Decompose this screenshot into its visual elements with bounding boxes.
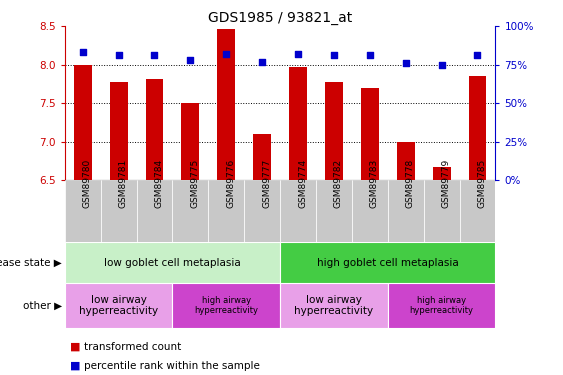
Point xyxy=(150,53,159,58)
Text: GSM89780: GSM89780 xyxy=(83,159,92,208)
Point xyxy=(78,50,87,55)
Point xyxy=(114,53,123,58)
Text: GSM89781: GSM89781 xyxy=(119,159,128,208)
Bar xyxy=(289,67,307,180)
Bar xyxy=(253,134,271,180)
Bar xyxy=(361,88,379,180)
Bar xyxy=(280,242,495,283)
Text: GSM89784: GSM89784 xyxy=(154,159,163,208)
Bar xyxy=(424,180,459,242)
Point xyxy=(258,58,267,64)
Text: ■: ■ xyxy=(70,361,81,370)
Point xyxy=(329,53,338,58)
Text: high airway
hyperreactivity: high airway hyperreactivity xyxy=(410,296,473,315)
Text: GSM89777: GSM89777 xyxy=(262,159,271,208)
Bar xyxy=(65,283,172,328)
Bar xyxy=(352,180,388,242)
Bar xyxy=(244,180,280,242)
Bar xyxy=(388,283,495,328)
Bar xyxy=(145,78,163,180)
Text: transformed count: transformed count xyxy=(84,342,182,352)
Bar xyxy=(74,64,92,180)
Text: GSM89779: GSM89779 xyxy=(441,159,450,208)
Bar xyxy=(172,180,208,242)
Text: low goblet cell metaplasia: low goblet cell metaplasia xyxy=(104,258,241,267)
Bar xyxy=(468,76,486,180)
Text: other ▶: other ▶ xyxy=(23,301,62,310)
Point xyxy=(186,57,195,63)
Bar xyxy=(316,180,352,242)
Bar xyxy=(137,180,172,242)
Text: percentile rank within the sample: percentile rank within the sample xyxy=(84,361,260,370)
Bar xyxy=(280,283,388,328)
Text: GSM89776: GSM89776 xyxy=(226,159,235,208)
Bar xyxy=(388,180,424,242)
Text: disease state ▶: disease state ▶ xyxy=(0,258,62,267)
Bar xyxy=(459,180,495,242)
Bar xyxy=(217,28,235,180)
Point xyxy=(222,51,231,57)
Text: high goblet cell metaplasia: high goblet cell metaplasia xyxy=(317,258,459,267)
Text: ■: ■ xyxy=(70,342,81,352)
Point xyxy=(293,51,302,57)
Text: GSM89783: GSM89783 xyxy=(370,159,379,208)
Point xyxy=(437,62,446,68)
Text: low airway
hyperreactivity: low airway hyperreactivity xyxy=(79,295,158,316)
Bar xyxy=(280,180,316,242)
Text: GSM89778: GSM89778 xyxy=(406,159,415,208)
Bar xyxy=(181,103,199,180)
Bar xyxy=(65,242,280,283)
Point xyxy=(365,53,374,58)
Bar xyxy=(208,180,244,242)
Text: high airway
hyperreactivity: high airway hyperreactivity xyxy=(194,296,258,315)
Text: low airway
hyperreactivity: low airway hyperreactivity xyxy=(294,295,373,316)
Point xyxy=(401,60,410,66)
Bar xyxy=(110,82,128,180)
Bar xyxy=(432,167,450,180)
Bar xyxy=(325,82,343,180)
Bar xyxy=(172,283,280,328)
Text: GSM89785: GSM89785 xyxy=(477,159,486,208)
Bar xyxy=(101,180,137,242)
Bar xyxy=(65,180,101,242)
Bar xyxy=(397,142,415,180)
Point xyxy=(473,53,482,58)
Text: GSM89782: GSM89782 xyxy=(334,159,343,208)
Text: GSM89774: GSM89774 xyxy=(298,159,307,208)
Title: GDS1985 / 93821_at: GDS1985 / 93821_at xyxy=(208,11,352,25)
Text: GSM89775: GSM89775 xyxy=(190,159,199,208)
